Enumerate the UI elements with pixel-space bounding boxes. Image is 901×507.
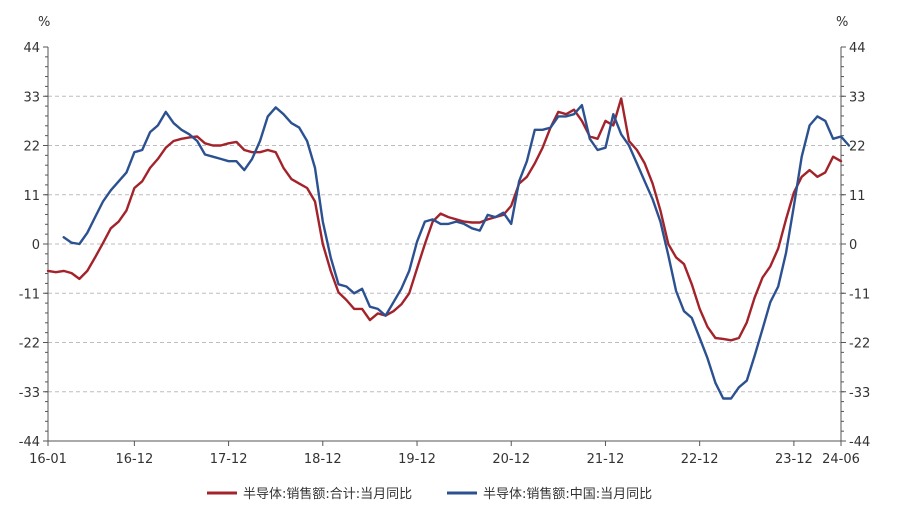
y-tick-label-left: -22	[19, 337, 40, 352]
y-tick-label-left: -11	[19, 287, 40, 302]
x-tick-label: 21-12	[587, 452, 625, 467]
y-tick-label-right: -11	[849, 287, 870, 302]
y-tick-label-right: 0	[849, 238, 857, 253]
y-tick-label-right: 33	[849, 90, 866, 105]
x-tick-label: 20-12	[492, 452, 530, 467]
series-lines	[46, 97, 851, 400]
x-tick-label: 24-06	[822, 452, 860, 467]
x-tick-label: 19-12	[398, 452, 436, 467]
y-tick-label-left: -33	[19, 386, 40, 401]
y-tick-label-left: 44	[23, 41, 40, 56]
y-tick-label-left: 22	[23, 140, 40, 155]
x-tick-label: 22-12	[681, 452, 719, 467]
x-tick-label: 23-12	[775, 452, 813, 467]
legend-label-china: 半导体:销售额:中国:当月同比	[483, 486, 652, 502]
y-tick-label-right: -33	[849, 386, 870, 401]
x-tick-labels: 16-01 16-12 17-12 18-12 19-12 20-12 21-12 22-12…	[29, 452, 860, 467]
right-unit-label: %	[836, 15, 848, 30]
x-tick-label: 18-12	[304, 452, 342, 467]
y-tick-label-right: -22	[849, 337, 870, 352]
y-tick-label-right: 44	[849, 41, 866, 56]
series-line-total	[46, 97, 843, 342]
y-tick-labels: 44 44 33 33 22 22 11 11 0 0 -11 -11 -22 -22 -33 -33 -44 -…	[19, 41, 870, 450]
left-unit-label: %	[38, 15, 50, 30]
series-line-china	[62, 104, 851, 400]
y-tick-label-left: 11	[23, 189, 40, 204]
axes	[43, 46, 846, 446]
y-tick-label-right: -44	[849, 435, 870, 450]
y-tick-label-right: 22	[849, 140, 866, 155]
legend-label-total: 半导体:销售额:合计:当月同比	[243, 486, 412, 502]
y-tick-label-right: 11	[849, 189, 866, 204]
y-tick-label-left: 33	[23, 90, 40, 105]
y-tick-label-left: 0	[32, 238, 40, 253]
x-tick-label: 16-01	[29, 452, 67, 467]
legend: 半导体:销售额:合计:当月同比 半导体:销售额:中国:当月同比	[207, 486, 652, 502]
x-tick-label: 17-12	[210, 452, 248, 467]
grid-lines	[48, 95, 841, 393]
x-tick-label: 16-12	[115, 452, 153, 467]
y-tick-label-left: -44	[19, 435, 40, 450]
